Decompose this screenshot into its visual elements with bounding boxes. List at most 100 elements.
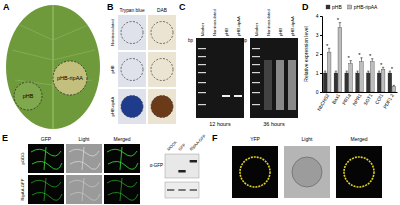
tick-label: Bax1 [331,93,341,105]
panel-a: pHBpHB-ripAAA [3,2,100,129]
ladder-band [252,56,260,57]
tick-label: 3 [316,32,319,38]
label: Noninoculated [212,9,217,36]
tick: 4 [316,13,322,19]
bar [377,73,381,92]
gel [196,38,244,118]
label: 12 hours [209,121,231,127]
ladder-band [198,104,206,105]
tick: PDF1.2 [383,92,396,110]
label: Noninoculated [110,18,115,45]
ladder-band [198,72,206,73]
protoplast [344,157,374,187]
gel [250,38,298,118]
legend-swatch [348,5,352,9]
error-bar [328,48,330,52]
axis-line [323,92,398,93]
panel-b: BTrypan blueDABNoninoculatedpHBpHB-ripAA [107,2,176,124]
tick-label: NbCHS2 [316,93,330,112]
ladder-band [252,64,260,65]
bar [388,73,392,92]
label: bp [242,38,248,43]
tick-mark [320,35,322,36]
ladder-band [252,92,260,93]
tick-label: PDF1.2 [383,93,396,110]
tick-mark [320,73,322,74]
ladder-band [252,48,260,49]
leaf [6,5,100,129]
axis-title: Relative expression level [303,26,309,81]
tick: NbCHS2 [316,92,330,112]
panel-letter: B [107,2,114,12]
label: pHB-ripAA [110,96,115,116]
protoplast [240,157,270,187]
tick: COI1 [374,92,384,105]
ladder-band [198,92,206,93]
label: Merged [351,136,368,142]
tick-mark [320,92,322,93]
error-bar [335,71,337,73]
significance: * [380,62,383,68]
bar [360,62,364,92]
bar [366,73,370,92]
tick-mark [320,54,322,55]
stain-image [148,89,176,124]
label: RipAA-GFP [20,178,25,200]
tick: Bax1 [331,92,341,105]
tick: PR1a [342,92,352,106]
cell-outline [31,147,62,170]
ladder-band [198,48,206,49]
blot-band [190,160,197,163]
ladder-band [198,82,206,83]
error-bar [393,85,395,87]
error-bar [356,71,358,73]
label: GFP [41,136,52,142]
label: Trypan blue [119,8,144,13]
label: Marker [254,22,259,36]
tick-label: PR1a [342,93,352,106]
significance: * [337,17,340,23]
bar [356,73,360,92]
label: α-GFP [150,163,163,168]
micrograph [104,175,140,204]
label: bp [188,38,194,43]
significance: * [391,66,394,72]
legend-entry: pHB [332,4,342,10]
stain-image [148,52,176,87]
ladder-band [198,56,206,57]
tick-mark [320,16,322,17]
x-axis: NbCHS2Bax1PR1aNPR1SGT1COI1PDF1.2 [316,92,397,112]
gel-band [222,95,230,97]
stain-spot [151,22,173,44]
legend-swatch [326,5,330,9]
stain-spot [121,59,143,81]
label: RipAA-GFP [189,133,208,152]
panel-letter: C [179,2,186,12]
panel-letter: E [2,133,8,143]
tick: 0 [316,89,322,95]
stain-image [148,15,176,50]
label: pHB [278,28,283,36]
tick-label: 4 [316,13,319,19]
blot-band [167,189,174,191]
bar [345,73,349,92]
label: GFP [177,142,187,152]
label: Noninoculated [266,9,271,36]
plot-marks [323,23,395,92]
error-bar [360,58,362,62]
stain-spot [151,96,173,118]
stain-image [118,52,146,87]
micrograph [336,146,382,198]
panel-letter: F [212,133,218,143]
blot-band [190,189,197,191]
micrograph [28,144,64,173]
bar [381,69,385,92]
ladder-band [252,72,260,73]
bar [338,27,342,92]
tick: NPR1 [352,92,363,107]
label: Merged [114,136,131,142]
significance: * [348,55,351,61]
cell-outline [69,147,100,170]
tick: 1 [316,70,322,76]
blot [165,182,199,198]
